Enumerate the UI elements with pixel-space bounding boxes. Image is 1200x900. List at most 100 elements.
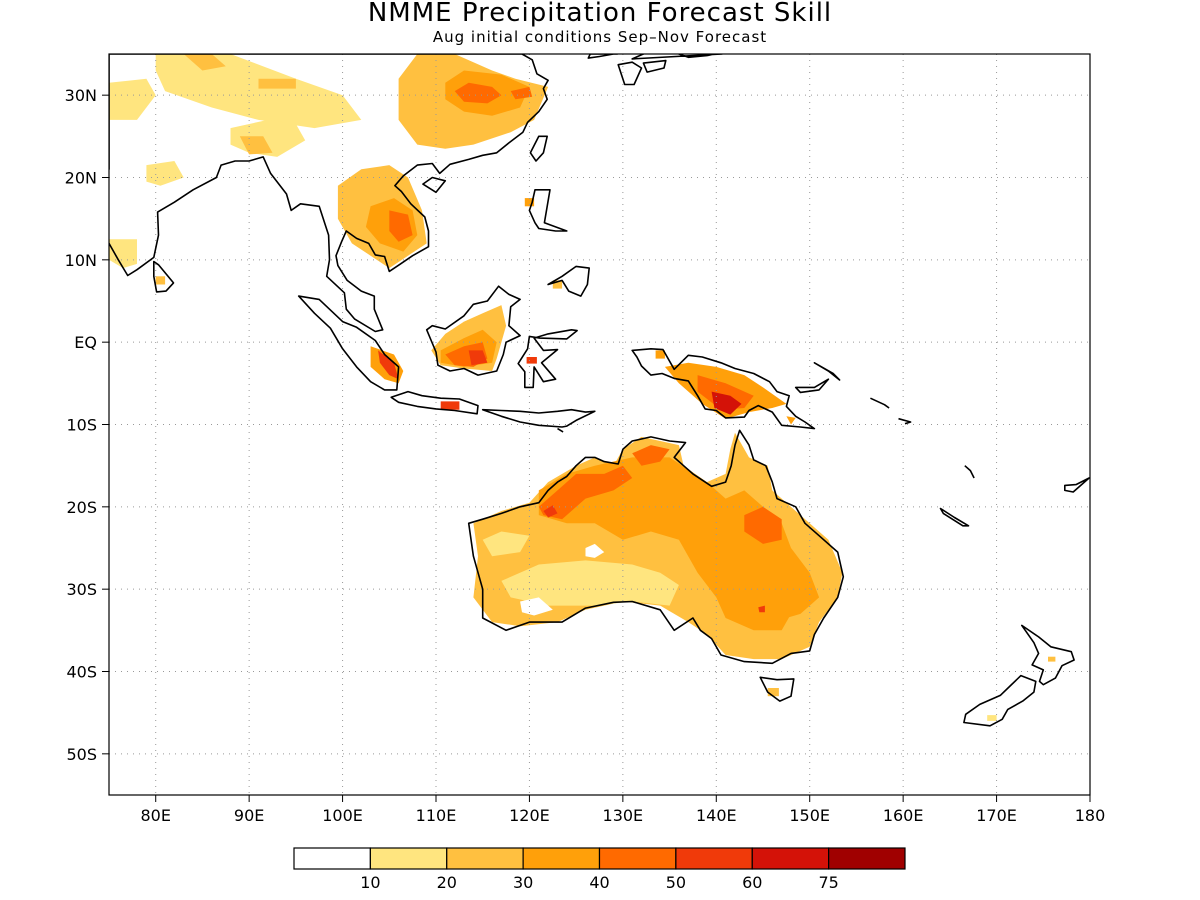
colorbar-swatch — [751, 847, 830, 870]
chart-subtitle: Aug initial conditions Sep–Nov Forecast — [432, 28, 768, 46]
coastline-japan-honshu — [631, 54, 723, 60]
coastline-solomons-1 — [870, 397, 890, 409]
skill-region-nz-2 — [987, 715, 997, 721]
lon-tick-label: 160E — [883, 806, 924, 825]
colorbar-swatch — [828, 847, 906, 870]
skill-region-sumatra-hi — [378, 350, 399, 380]
skill-region-aus-hi-qld — [744, 506, 782, 544]
lat-tick-label: 50S — [66, 745, 97, 764]
coastline-mainland-asia — [109, 54, 549, 333]
lon-tick-label: 100E — [322, 806, 363, 825]
skill-region-png-east — [786, 416, 796, 425]
lat-tick-label: 40S — [66, 663, 97, 682]
lat-tick-label: 10N — [65, 251, 97, 270]
skill-region-tibet-hi-2 — [258, 78, 296, 89]
coastline-fiji — [1064, 477, 1090, 493]
colorbar-swatch — [675, 847, 753, 870]
colorbar-label: 20 — [437, 873, 457, 892]
lon-tick-label: 180 — [1075, 806, 1106, 825]
skill-region-yangtze-hi-2 — [510, 86, 533, 100]
coastline-nz-north — [1020, 624, 1075, 686]
skill-region-new-guinea-hi — [697, 375, 754, 410]
skill-region-central-india — [146, 161, 184, 186]
coastline-solomons-2 — [898, 417, 912, 425]
coastline-new-ireland — [813, 361, 841, 381]
coastline-korea — [587, 54, 619, 59]
skill-region-aus-red-1 — [543, 505, 558, 518]
latitude-axis: 30N 20N 10N EQ 10S 20S 30S 40S 50S — [65, 86, 109, 764]
skill-region-tasmania-dot — [767, 688, 779, 697]
colorbar-label: 50 — [666, 873, 686, 892]
coastline-sulawesi — [517, 328, 578, 389]
lat-tick-label: 30N — [65, 86, 97, 105]
skill-region-aus-hi-top — [632, 445, 670, 466]
skill-region-aus-white-2 — [520, 597, 553, 616]
coastline-taiwan — [529, 135, 549, 162]
colorbar-swatch — [369, 847, 448, 870]
skill-region-yangtze-hi — [454, 82, 502, 104]
skill-region-tibet — [155, 54, 362, 129]
colorbar-swatch — [598, 847, 677, 870]
skill-region-indochina-hi — [389, 210, 413, 242]
coastline-hainan — [422, 176, 447, 194]
colorbar-label: 30 — [513, 873, 533, 892]
lon-tick-label: 170E — [976, 806, 1017, 825]
coastline-java — [390, 390, 479, 415]
coastline-new-guinea — [631, 347, 816, 430]
coastline-japan-kyushu — [617, 61, 643, 86]
map-background — [109, 54, 1090, 795]
skill-region-kerala — [109, 239, 137, 269]
lon-tick-label: 130E — [603, 806, 644, 825]
colorbar-label: 40 — [589, 873, 609, 892]
lon-tick-label: 80E — [140, 806, 170, 825]
coastline-mindanao — [547, 265, 591, 297]
skill-region-aus-white-1 — [585, 543, 605, 558]
lat-tick-label: EQ — [74, 333, 97, 352]
coastline-nz-south — [963, 674, 1037, 727]
coastline-japan-shikoku — [642, 59, 667, 73]
lon-tick-label: 150E — [789, 806, 830, 825]
lat-tick-label: 20S — [66, 498, 97, 517]
coastline-vanuatu — [964, 465, 975, 479]
skill-region-new-guinea-red — [711, 391, 742, 415]
lat-tick-label: 30S — [66, 580, 97, 599]
coastline-timor-sea-dots — [557, 427, 564, 433]
skill-region-java — [440, 401, 460, 410]
skill-region-halmahera — [655, 350, 665, 359]
skill-region-west-india — [109, 78, 156, 120]
skill-region-aus-mid-n — [538, 457, 820, 623]
coastline-new-caledonia — [939, 507, 970, 527]
chart-title: NMME Precipitation Forecast Skill — [367, 0, 833, 28]
skill-region-aus-hi-kimberley — [538, 465, 633, 520]
colorbar: 10 20 30 40 50 60 75 — [293, 847, 906, 892]
skill-region-sulawesi — [526, 357, 537, 364]
lon-tick-label: 110E — [416, 806, 457, 825]
skill-shading — [109, 54, 1056, 721]
colorbar-label: 60 — [742, 873, 762, 892]
lon-tick-label: 120E — [509, 806, 550, 825]
coastline-tasmania — [759, 676, 795, 702]
colorbar-label: 75 — [818, 873, 838, 892]
colorbar-swatch — [293, 847, 371, 870]
lon-tick-label: 140E — [696, 806, 737, 825]
skill-region-aus-red-2 — [758, 605, 765, 613]
skill-region-sri-lanka — [155, 276, 166, 285]
coastlines — [109, 54, 1090, 727]
colorbar-swatch — [522, 847, 601, 870]
skill-region-aus-low-nw — [482, 531, 530, 557]
coastline-australia — [467, 429, 845, 665]
longitude-axis: 80E 90E 100E 110E 120E 130E 140E 150E 160E 170E 18… — [140, 795, 1105, 825]
lon-tick-label: 90E — [234, 806, 264, 825]
skill-region-borneo-red — [468, 350, 488, 366]
coastline-borneo — [425, 285, 521, 376]
lat-tick-label: 20N — [65, 169, 97, 188]
lat-tick-label: 10S — [66, 416, 97, 435]
skill-region-bengal — [239, 136, 273, 155]
coastline-new-britain — [794, 378, 830, 394]
skill-region-tibet-hi — [183, 54, 226, 71]
skill-region-aus-mid-s — [716, 589, 791, 631]
coastline-lesser-sunda — [481, 408, 596, 428]
coastline-luzon — [528, 189, 568, 232]
coastline-sri-lanka — [153, 260, 175, 293]
